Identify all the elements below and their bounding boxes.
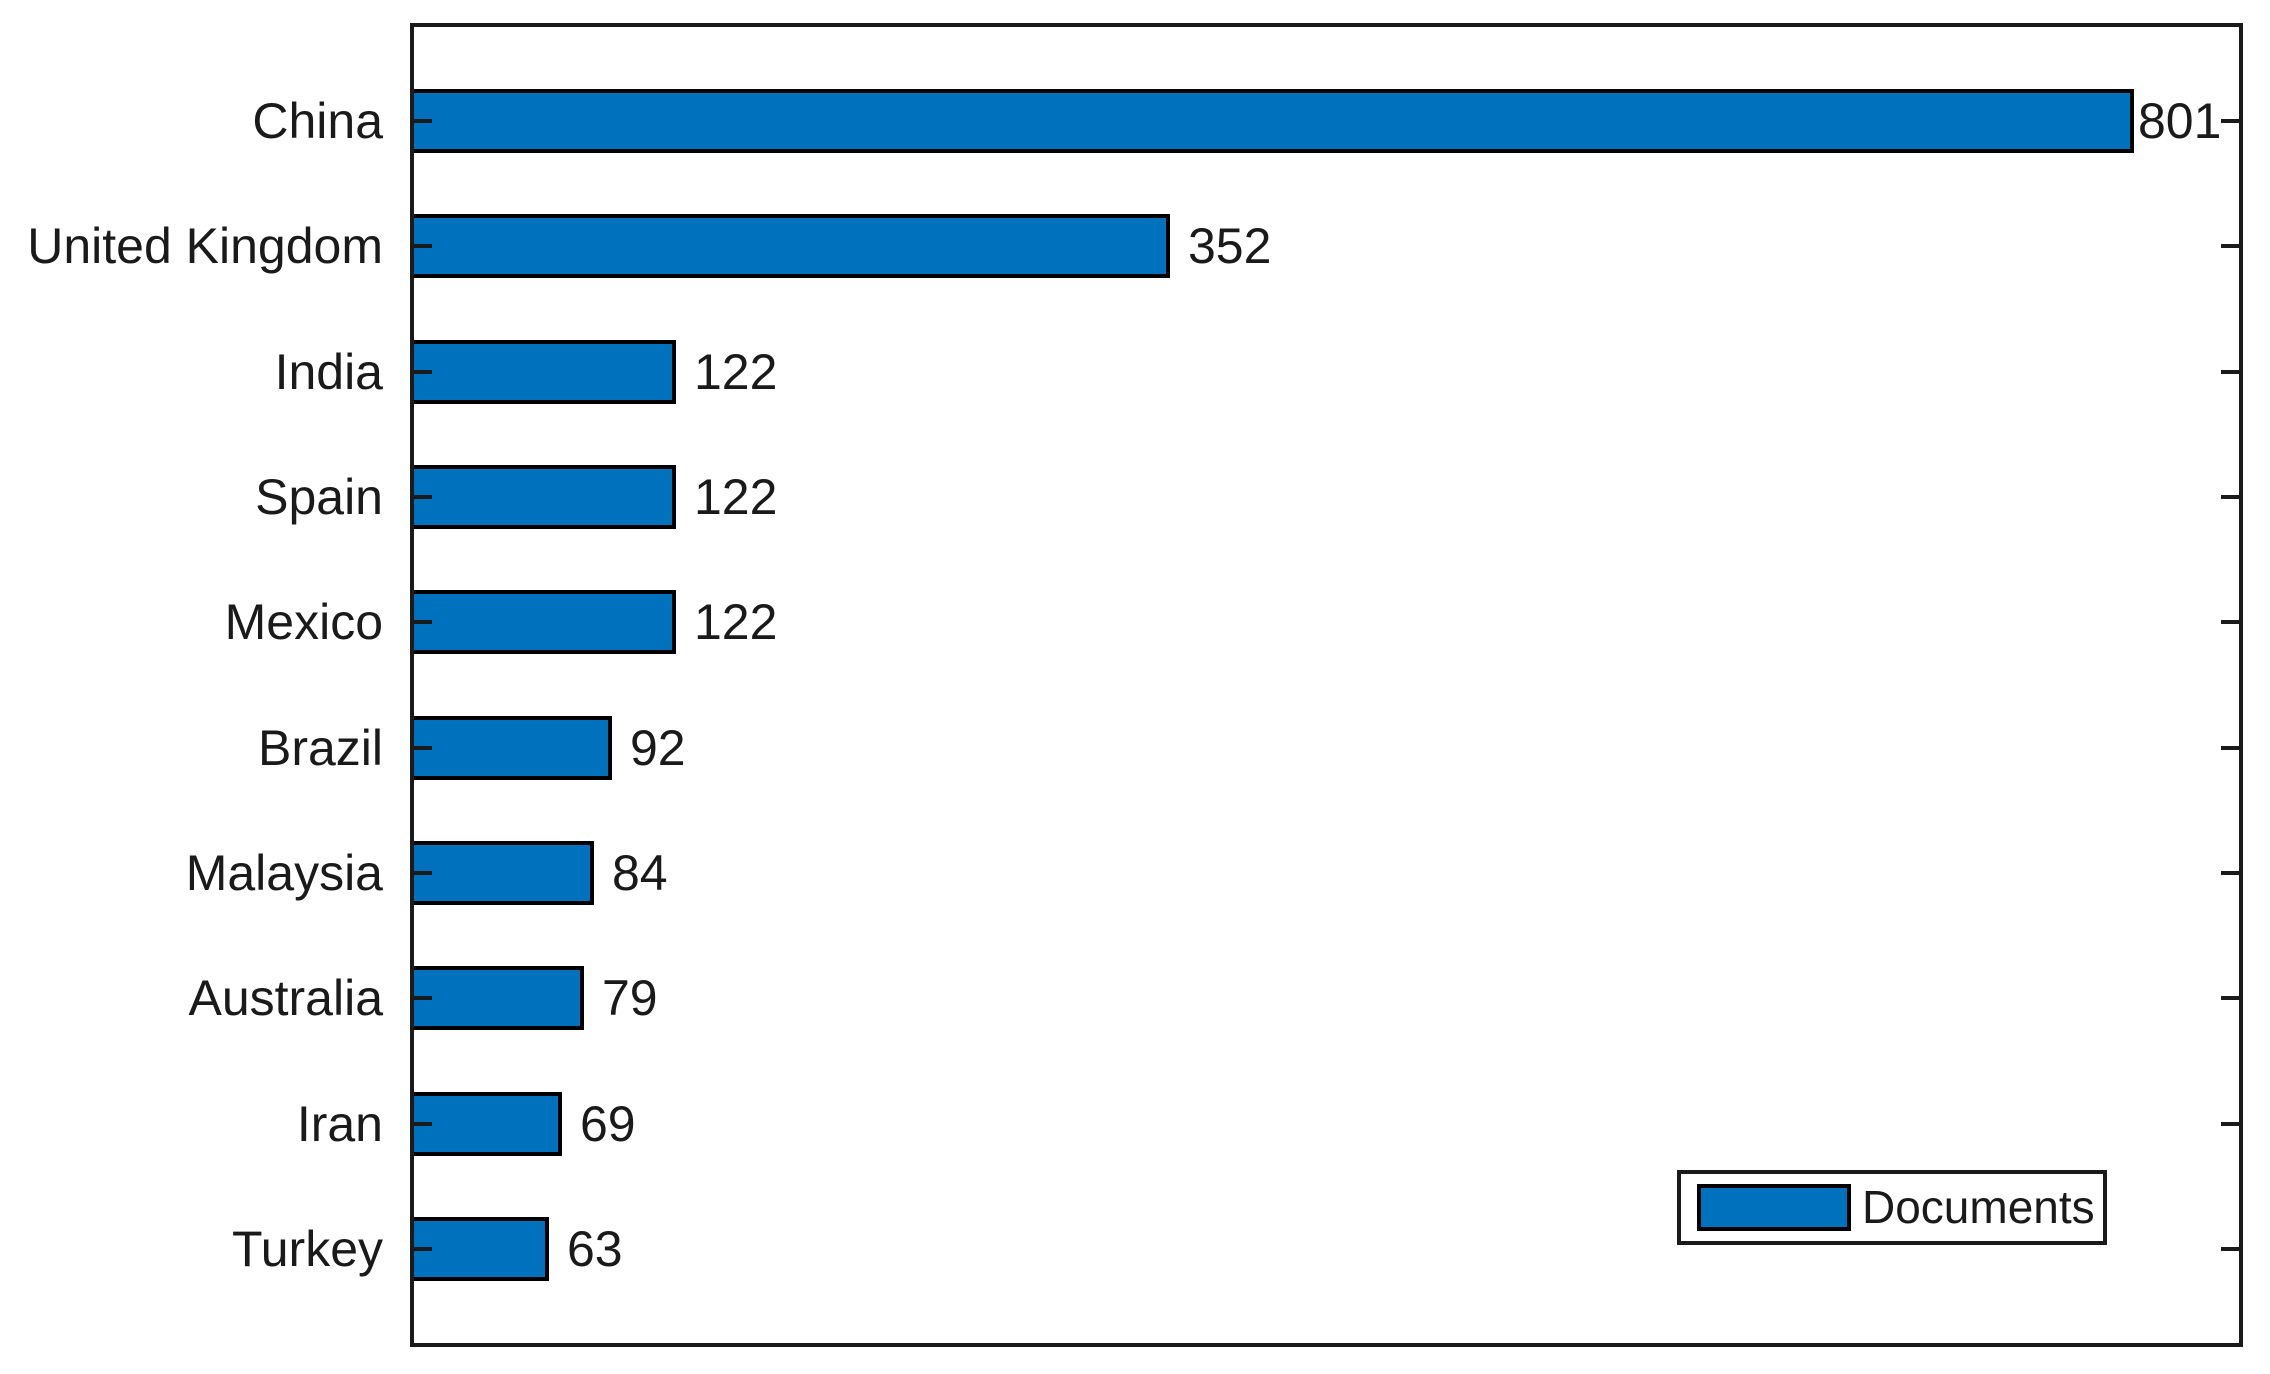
category-label-iran: Iran (296, 1096, 383, 1152)
y-tick-left (414, 871, 432, 875)
bar-value-label: 801 (2138, 93, 2222, 149)
y-tick-right (2221, 119, 2239, 123)
y-tick-right (2221, 871, 2239, 875)
bar-malaysia (414, 841, 594, 905)
category-label-india: India (274, 344, 383, 400)
category-label-united-kingdom: United Kingdom (27, 218, 383, 274)
y-tick-right (2221, 996, 2239, 1000)
bar-turkey (414, 1217, 549, 1281)
bar-value-label: 122 (694, 594, 778, 650)
y-tick-left (414, 495, 432, 499)
bar-spain (414, 465, 676, 529)
y-tick-left (414, 620, 432, 624)
legend-label-documents: Documents (1862, 1181, 2095, 1233)
y-tick-left (414, 244, 432, 248)
plot-area: 801 352 122 122 122 92 84 79 69 63 (410, 23, 2243, 1347)
y-tick-right (2221, 370, 2239, 374)
bar-value-label: 92 (630, 720, 686, 776)
legend-swatch-documents (1697, 1184, 1851, 1231)
category-label-malaysia: Malaysia (185, 845, 383, 901)
bar-value-label: 84 (612, 845, 668, 901)
bar-brazil (414, 716, 612, 780)
y-tick-left (414, 996, 432, 1000)
bar-china (414, 89, 2134, 153)
y-tick-left (414, 119, 432, 123)
category-label-china: China (252, 93, 383, 149)
category-label-australia: Australia (188, 970, 383, 1026)
y-tick-right (2221, 244, 2239, 248)
y-tick-right (2221, 620, 2239, 624)
y-tick-left (414, 1247, 432, 1251)
bar-value-label: 63 (567, 1221, 623, 1277)
bar-value-label: 79 (602, 970, 658, 1026)
y-tick-right (2221, 495, 2239, 499)
y-tick-left (414, 370, 432, 374)
bar-united-kingdom (414, 214, 1170, 278)
bar-value-label: 352 (1188, 218, 1272, 274)
bar-value-label: 69 (580, 1096, 636, 1152)
y-tick-left (414, 1122, 432, 1126)
category-label-mexico: Mexico (224, 594, 383, 650)
bar-value-label: 122 (694, 344, 778, 400)
bar-iran (414, 1092, 562, 1156)
y-tick-left (414, 746, 432, 750)
category-label-turkey: Turkey (232, 1221, 383, 1277)
bar-india (414, 340, 676, 404)
bar-mexico (414, 590, 676, 654)
bar-australia (414, 966, 584, 1030)
category-label-brazil: Brazil (257, 720, 383, 776)
y-tick-right (2221, 1247, 2239, 1251)
y-tick-right (2221, 1122, 2239, 1126)
legend: Documents (1677, 1170, 2107, 1245)
y-tick-right (2221, 746, 2239, 750)
category-label-spain: Spain (255, 469, 383, 525)
bar-value-label: 122 (694, 469, 778, 525)
